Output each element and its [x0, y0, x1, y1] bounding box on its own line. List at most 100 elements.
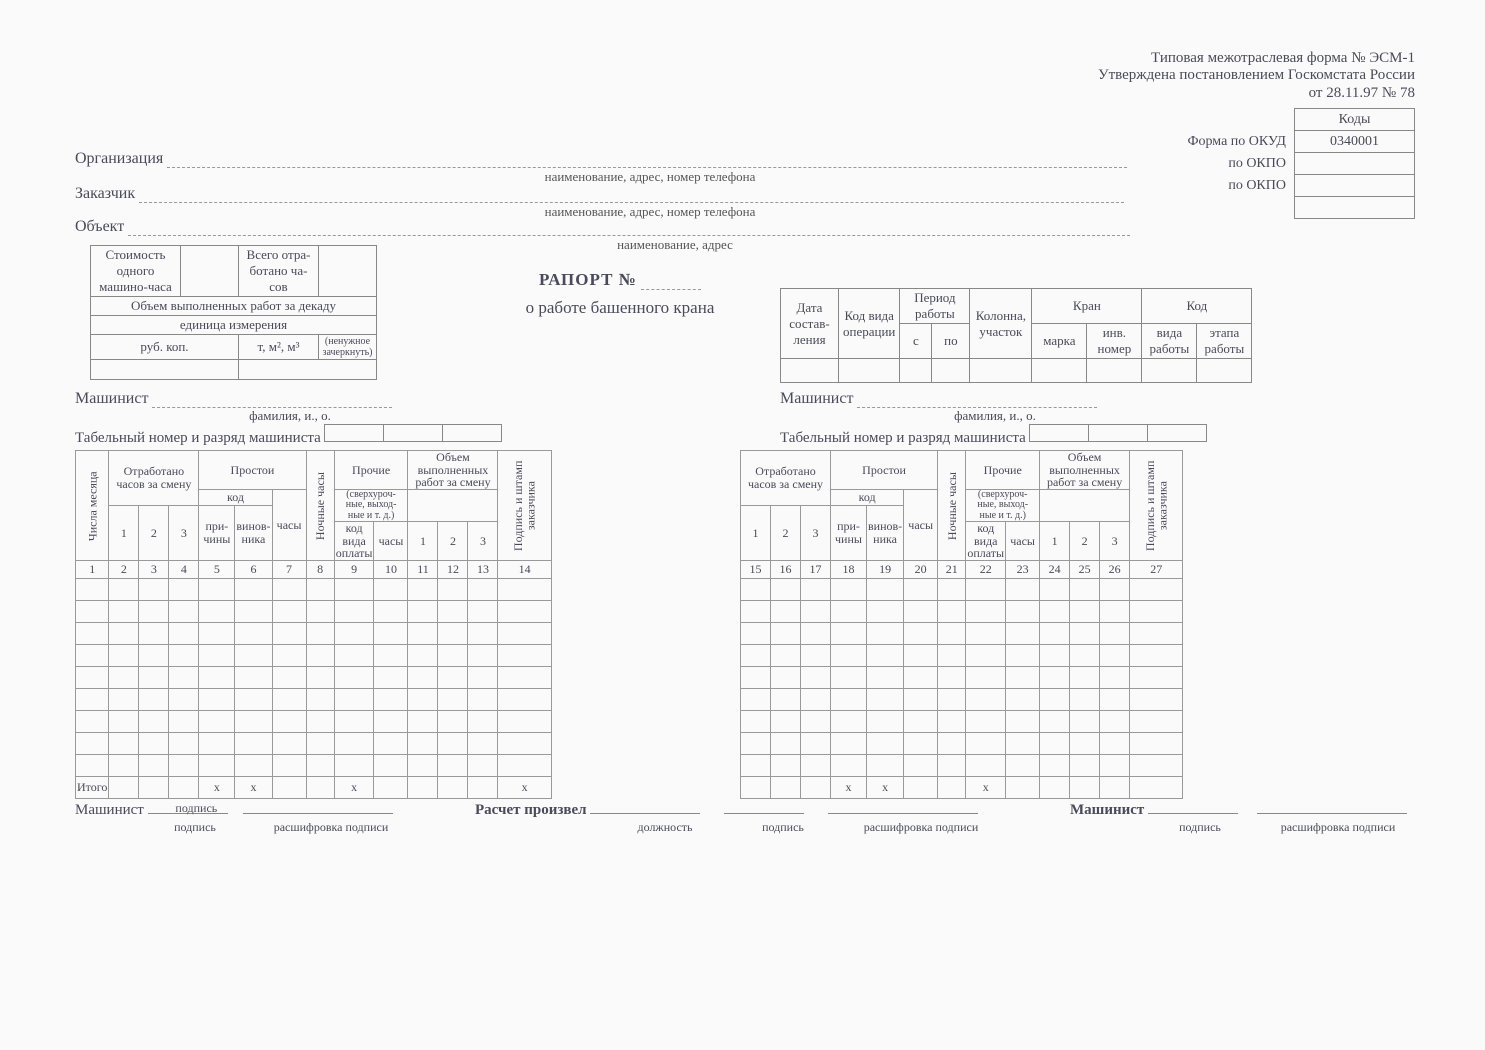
sig-m1[interactable] [590, 800, 700, 814]
cell[interactable] [1040, 601, 1070, 623]
okpo2-value[interactable] [1295, 175, 1415, 197]
cell[interactable] [76, 689, 109, 711]
cell[interactable] [904, 601, 938, 623]
cell[interactable] [1070, 601, 1100, 623]
cell[interactable] [76, 601, 109, 623]
cell[interactable] [867, 689, 904, 711]
cust-input[interactable] [139, 189, 1124, 203]
cell[interactable] [408, 733, 438, 755]
cell[interactable] [1070, 733, 1100, 755]
cell[interactable] [468, 733, 498, 755]
cell[interactable] [139, 755, 169, 777]
cell[interactable] [1040, 755, 1070, 777]
cell[interactable] [831, 579, 867, 601]
cell[interactable] [139, 733, 169, 755]
tab-boxes-r[interactable] [1030, 424, 1207, 447]
tot-cell[interactable] [904, 777, 938, 799]
cell[interactable] [938, 601, 966, 623]
cell[interactable] [199, 711, 235, 733]
cell[interactable] [169, 733, 199, 755]
tab-boxes-l[interactable] [325, 424, 502, 447]
tot-cell[interactable] [306, 777, 334, 799]
cell[interactable] [468, 645, 498, 667]
cell[interactable] [904, 711, 938, 733]
cell[interactable] [139, 667, 169, 689]
cell[interactable] [966, 733, 1006, 755]
tot-cell[interactable] [1070, 777, 1100, 799]
mv-vid[interactable] [1142, 359, 1197, 383]
cell[interactable] [1006, 601, 1040, 623]
cell[interactable] [801, 711, 831, 733]
cell[interactable] [904, 755, 938, 777]
cell[interactable] [272, 689, 306, 711]
cell[interactable] [741, 623, 771, 645]
cell[interactable] [938, 711, 966, 733]
cell[interactable] [966, 645, 1006, 667]
cell[interactable] [1130, 601, 1183, 623]
cell[interactable] [334, 733, 374, 755]
cell[interactable] [938, 689, 966, 711]
tot-cell[interactable] [1100, 777, 1130, 799]
cell[interactable] [408, 623, 438, 645]
cell[interactable] [334, 667, 374, 689]
cell[interactable] [1130, 579, 1183, 601]
cell[interactable] [1070, 667, 1100, 689]
cell[interactable] [771, 579, 801, 601]
cell[interactable] [109, 579, 139, 601]
cost-v1[interactable] [181, 246, 239, 297]
obj-input[interactable] [128, 222, 1130, 236]
cell[interactable] [468, 755, 498, 777]
cell[interactable] [831, 667, 867, 689]
cell[interactable] [741, 711, 771, 733]
cell[interactable] [1100, 711, 1130, 733]
mv-date[interactable] [781, 359, 839, 383]
cell[interactable] [1040, 645, 1070, 667]
cell[interactable] [199, 579, 235, 601]
cell[interactable] [374, 667, 408, 689]
cell[interactable] [741, 667, 771, 689]
cell[interactable] [1040, 623, 1070, 645]
mach-name-r[interactable] [857, 394, 1097, 408]
cell[interactable] [1006, 755, 1040, 777]
tot-cell[interactable]: x [235, 777, 272, 799]
cell[interactable] [272, 623, 306, 645]
mv-po[interactable] [932, 359, 970, 383]
mv-kol[interactable] [970, 359, 1032, 383]
cell[interactable] [904, 733, 938, 755]
cell[interactable] [1070, 623, 1100, 645]
cell[interactable] [272, 579, 306, 601]
cell[interactable] [76, 579, 109, 601]
cell[interactable] [1100, 667, 1130, 689]
cost-v2[interactable] [319, 246, 377, 297]
cell[interactable] [468, 689, 498, 711]
cell[interactable] [468, 601, 498, 623]
cell[interactable] [408, 645, 438, 667]
cell[interactable] [235, 645, 272, 667]
cell[interactable] [109, 711, 139, 733]
cell[interactable] [374, 601, 408, 623]
cell[interactable] [306, 755, 334, 777]
cell[interactable] [1006, 733, 1040, 755]
cell[interactable] [272, 711, 306, 733]
cell[interactable] [498, 645, 551, 667]
cell[interactable] [76, 623, 109, 645]
cell[interactable] [498, 579, 551, 601]
cell[interactable] [966, 711, 1006, 733]
cell[interactable] [408, 667, 438, 689]
cell[interactable] [374, 733, 408, 755]
cell[interactable] [334, 601, 374, 623]
cell[interactable] [831, 733, 867, 755]
mv-marka[interactable] [1032, 359, 1087, 383]
cell[interactable] [938, 645, 966, 667]
cell[interactable] [1040, 667, 1070, 689]
cell[interactable] [831, 601, 867, 623]
tot-cell[interactable]: x [498, 777, 551, 799]
cell[interactable] [771, 711, 801, 733]
cell[interactable] [904, 579, 938, 601]
cell[interactable] [831, 645, 867, 667]
cell[interactable] [498, 711, 551, 733]
okpo1-value[interactable] [1295, 153, 1415, 175]
cell[interactable] [1040, 689, 1070, 711]
tot-cell[interactable] [468, 777, 498, 799]
cell[interactable] [771, 645, 801, 667]
